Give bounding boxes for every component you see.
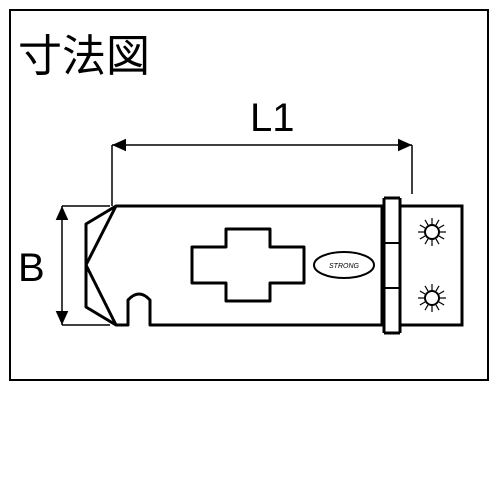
- diagram-svg: STRONG: [0, 0, 500, 500]
- diagram-stage: 寸法図 L1 B STRONG: [0, 0, 500, 500]
- svg-text:STRONG: STRONG: [329, 263, 360, 270]
